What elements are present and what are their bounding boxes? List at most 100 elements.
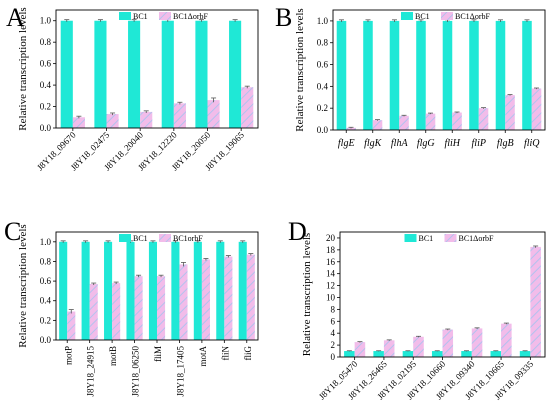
- bar: [171, 241, 180, 340]
- bar: [461, 351, 472, 357]
- bar: [402, 351, 414, 357]
- legend-label: BC1orbF: [173, 234, 203, 243]
- bar-hatch: [413, 336, 424, 357]
- bar: [495, 20, 506, 131]
- x-tick-label: J8Y18_24915: [86, 346, 96, 397]
- y-tick-label: 0: [331, 352, 336, 362]
- bar-hatch: [201, 259, 210, 340]
- bar-hatch: [106, 114, 119, 128]
- x-tick-label: J8Y18_06250: [131, 346, 141, 397]
- bar: [216, 241, 225, 340]
- x-tick-label: fliG: [243, 346, 253, 361]
- bar-hatch: [157, 276, 166, 340]
- panel-letter-d: D: [288, 217, 307, 246]
- panel-letter-b: B: [275, 3, 292, 32]
- bar-hatch: [207, 100, 220, 128]
- y-tick-label: 14: [326, 269, 336, 279]
- plot-frame: [55, 231, 259, 341]
- x-tick-label: flgB: [497, 138, 514, 149]
- bar-hatch: [354, 342, 366, 357]
- bar-hatch: [531, 88, 542, 130]
- x-tick-label: fliP: [472, 138, 486, 149]
- y-tick-label: 8: [331, 304, 336, 314]
- legend-swatch: [401, 12, 413, 20]
- bar: [416, 20, 426, 131]
- bar: [59, 241, 68, 340]
- chart-panel-c: motP J8Y18_24915 motB J8Y18_06250 fliM J8Y18_…: [17, 224, 259, 397]
- y-tick-label: 0.8: [40, 256, 52, 266]
- bar: [336, 20, 347, 131]
- y-tick-label: 0.2: [40, 315, 51, 325]
- legend-swatch-hatch: [444, 234, 457, 242]
- bar: [442, 20, 453, 131]
- panel-letter-a: A: [6, 3, 25, 32]
- legend-label: BC1: [133, 234, 148, 243]
- chart-panel-b: flgE flgK flhA flgG fliH fliP flgB fliQ 0.0 0.2 0.…: [294, 8, 546, 149]
- bar-hatch: [134, 276, 143, 340]
- bar-hatch: [530, 246, 541, 357]
- x-tick-label: flgK: [364, 138, 383, 149]
- y-tick-label: 12: [326, 281, 335, 291]
- bar: [126, 241, 135, 340]
- bar: [161, 20, 174, 128]
- y-tick-label: 0.0: [40, 123, 52, 133]
- bar-hatch: [452, 112, 462, 130]
- x-tick-label: J8Y18_17405: [176, 346, 186, 397]
- y-tick-label: 0.6: [317, 60, 329, 70]
- bar: [238, 241, 247, 340]
- y-tick-label: 6: [331, 316, 336, 326]
- bar: [522, 20, 532, 131]
- bar: [148, 241, 157, 340]
- x-tick-label: fliN: [220, 346, 230, 361]
- bar-hatch: [478, 108, 489, 130]
- bar: [94, 20, 107, 128]
- bar: [195, 20, 208, 128]
- y-axis-label: Relative transcription levels: [17, 224, 29, 347]
- y-tick-label: 0.2: [317, 103, 328, 113]
- bar: [363, 20, 373, 131]
- y-tick-label: 4: [331, 328, 336, 338]
- bar-hatch: [224, 256, 233, 340]
- bar-hatch: [346, 127, 356, 130]
- y-tick-label: 0.4: [40, 296, 52, 306]
- x-tick-label: flhA: [391, 138, 409, 149]
- legend-label: BC1ΔorbF: [455, 12, 490, 21]
- bar-hatch: [399, 115, 409, 130]
- bar: [519, 351, 531, 357]
- bar-hatch: [173, 103, 186, 128]
- x-tick-label: motA: [198, 346, 208, 367]
- bar-hatch: [501, 323, 512, 357]
- y-tick-label: 0.0: [317, 125, 329, 135]
- bar: [469, 20, 479, 131]
- bar-hatch: [179, 264, 188, 340]
- bar-hatch: [505, 95, 515, 130]
- bar: [490, 351, 502, 357]
- x-tick-label: fliQ: [524, 138, 540, 149]
- plot-frame: [55, 9, 259, 129]
- y-axis-label: Relative transcription levels: [301, 233, 313, 356]
- y-tick-label: 10: [326, 292, 336, 302]
- legend-swatch: [119, 234, 131, 242]
- legend-label: BC1: [419, 234, 434, 243]
- bar: [104, 241, 113, 340]
- bar: [229, 20, 242, 128]
- legend-label: BC1: [133, 12, 148, 21]
- x-tick-label: motP: [63, 346, 73, 365]
- bar-hatch: [442, 329, 454, 357]
- bar: [193, 241, 202, 340]
- bar-hatch: [140, 111, 153, 128]
- y-tick-label: 0.6: [40, 59, 52, 69]
- bar: [344, 351, 355, 357]
- panel-letter-c: C: [4, 217, 21, 246]
- bar: [128, 20, 141, 128]
- y-tick-label: 16: [326, 257, 336, 267]
- legend-swatch-hatch: [159, 234, 171, 242]
- chart-panel-d: J8Y18_05470J8Y18_26465J8Y18_02195J8Y18_1…: [301, 231, 546, 402]
- y-tick-label: 0.4: [40, 80, 52, 90]
- legend-label: BC1ΔorbF: [173, 12, 208, 21]
- y-tick-label: 2: [331, 340, 336, 350]
- bar-hatch: [246, 254, 255, 340]
- bar-hatch: [72, 117, 85, 128]
- bar-hatch: [67, 311, 76, 340]
